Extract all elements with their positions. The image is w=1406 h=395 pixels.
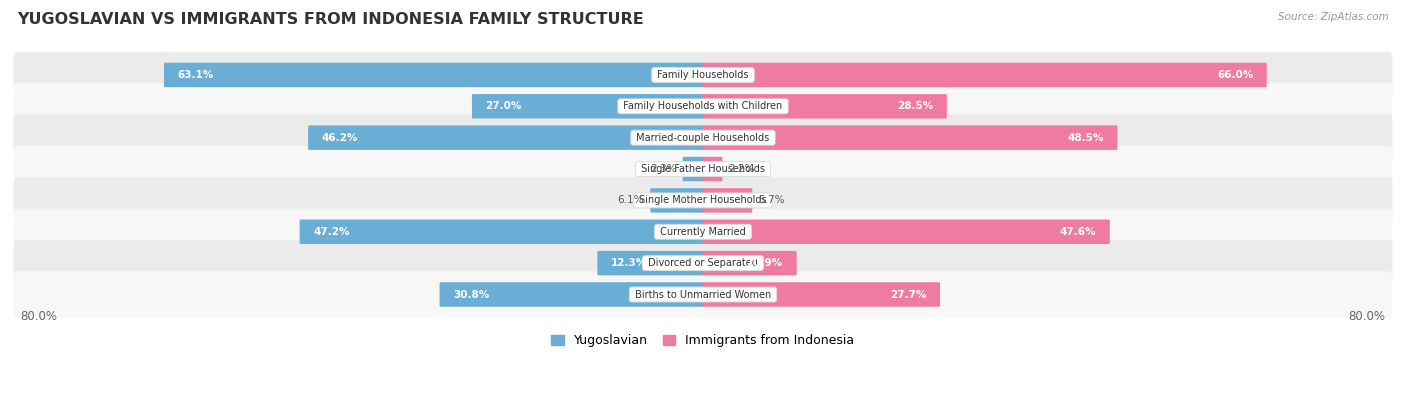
Text: 30.8%: 30.8% xyxy=(453,290,489,299)
Text: 46.2%: 46.2% xyxy=(322,133,359,143)
Text: 47.6%: 47.6% xyxy=(1060,227,1097,237)
Text: 80.0%: 80.0% xyxy=(1348,310,1385,323)
Text: Currently Married: Currently Married xyxy=(657,227,749,237)
FancyBboxPatch shape xyxy=(14,52,1392,98)
Legend: Yugoslavian, Immigrants from Indonesia: Yugoslavian, Immigrants from Indonesia xyxy=(548,331,858,351)
Text: Family Households: Family Households xyxy=(654,70,752,80)
FancyBboxPatch shape xyxy=(598,251,703,275)
FancyBboxPatch shape xyxy=(703,188,752,213)
FancyBboxPatch shape xyxy=(703,220,1109,244)
Text: 10.9%: 10.9% xyxy=(747,258,783,268)
Text: 80.0%: 80.0% xyxy=(21,310,58,323)
FancyBboxPatch shape xyxy=(165,63,703,87)
Text: 47.2%: 47.2% xyxy=(314,227,350,237)
Text: 48.5%: 48.5% xyxy=(1067,133,1104,143)
Text: 63.1%: 63.1% xyxy=(177,70,214,80)
FancyBboxPatch shape xyxy=(14,240,1392,286)
FancyBboxPatch shape xyxy=(703,94,946,118)
Text: 66.0%: 66.0% xyxy=(1218,70,1253,80)
FancyBboxPatch shape xyxy=(703,126,1118,150)
Text: Source: ZipAtlas.com: Source: ZipAtlas.com xyxy=(1278,12,1389,22)
Text: Family Households with Children: Family Households with Children xyxy=(620,101,786,111)
FancyBboxPatch shape xyxy=(14,209,1392,255)
FancyBboxPatch shape xyxy=(703,157,723,181)
FancyBboxPatch shape xyxy=(308,126,703,150)
Text: 28.5%: 28.5% xyxy=(897,101,934,111)
FancyBboxPatch shape xyxy=(14,146,1392,192)
FancyBboxPatch shape xyxy=(14,83,1392,130)
FancyBboxPatch shape xyxy=(650,188,703,213)
Text: 2.3%: 2.3% xyxy=(650,164,676,174)
Text: 27.0%: 27.0% xyxy=(485,101,522,111)
FancyBboxPatch shape xyxy=(440,282,703,307)
FancyBboxPatch shape xyxy=(683,157,703,181)
Text: YUGOSLAVIAN VS IMMIGRANTS FROM INDONESIA FAMILY STRUCTURE: YUGOSLAVIAN VS IMMIGRANTS FROM INDONESIA… xyxy=(17,12,644,27)
Text: Single Mother Households: Single Mother Households xyxy=(636,196,770,205)
Text: Single Father Households: Single Father Households xyxy=(638,164,768,174)
FancyBboxPatch shape xyxy=(703,251,797,275)
FancyBboxPatch shape xyxy=(299,220,703,244)
Text: Births to Unmarried Women: Births to Unmarried Women xyxy=(631,290,775,299)
FancyBboxPatch shape xyxy=(14,115,1392,161)
FancyBboxPatch shape xyxy=(14,177,1392,224)
FancyBboxPatch shape xyxy=(472,94,703,118)
Text: 12.3%: 12.3% xyxy=(610,258,647,268)
FancyBboxPatch shape xyxy=(14,271,1392,318)
Text: 27.7%: 27.7% xyxy=(890,290,927,299)
Text: 6.1%: 6.1% xyxy=(617,196,644,205)
Text: 5.7%: 5.7% xyxy=(758,196,785,205)
FancyBboxPatch shape xyxy=(703,63,1267,87)
Text: Married-couple Households: Married-couple Households xyxy=(633,133,773,143)
Text: 2.2%: 2.2% xyxy=(728,164,755,174)
FancyBboxPatch shape xyxy=(703,282,941,307)
Text: Divorced or Separated: Divorced or Separated xyxy=(645,258,761,268)
